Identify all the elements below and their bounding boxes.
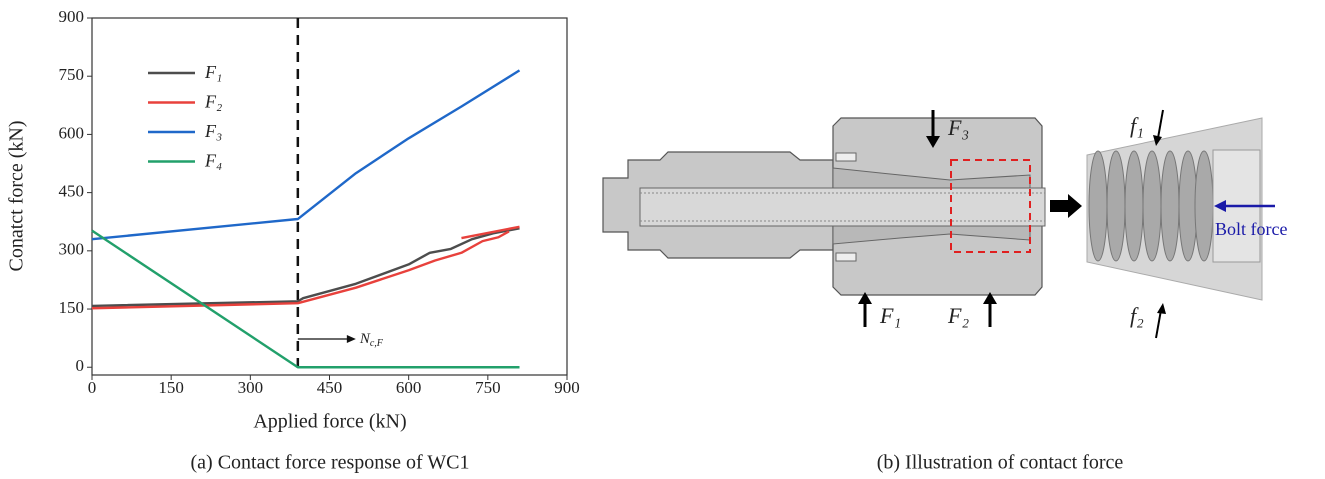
caption: (b) Illustration of contact force [877,452,1124,474]
thread-crest [1106,150,1126,262]
thread-crest [1178,150,1198,262]
x-tick-label: 600 [396,378,422,397]
threshold-label: Nc,F [359,331,384,349]
x-tick-label: 150 [158,378,184,397]
x-tick-label: 0 [88,378,97,397]
series-line [91,69,521,241]
y-tick-label: 450 [59,182,85,201]
series-line [91,227,520,308]
caption: (a) Contact force response of WC1 [191,452,470,474]
arrow-head [926,136,940,148]
y-axis-title: Conatct force (kN) [6,120,28,271]
arrow-head [346,335,356,343]
force-label: F₁ [879,303,901,328]
y-tick-label: 150 [59,298,85,317]
highlight-box [950,159,1031,253]
force-label: f₁ [1130,113,1144,138]
threshold-label-sub: c,F [370,338,384,349]
legend-label: F₃ [204,121,222,141]
legend-label: F₄ [204,151,222,171]
diagram: F₃ F₁ F₂ f₁ f₂ Bolt force [602,109,1287,339]
pin [835,152,857,162]
y-tick-label: 600 [59,123,85,142]
thread-crest [1160,150,1180,262]
arrow-head [858,292,872,304]
force-arrow [1157,109,1164,139]
force-label: F₂ [947,303,969,328]
x-tick-label: 900 [554,378,580,397]
y-tick-label: 750 [59,65,85,84]
arrow-head [983,292,997,304]
pin [835,252,857,262]
y-tick-label: 300 [59,240,85,259]
force-label: F₃ [947,115,969,140]
bolt [639,187,1046,227]
series-line [91,225,520,310]
thread-crest [1194,150,1214,262]
arrow-head [1214,200,1226,212]
bolt-force-label: Bolt force [1215,219,1287,239]
thread-crest [1088,150,1108,262]
arrow-head [1157,303,1166,314]
thread-crest [1124,150,1144,262]
x-tick-label: 450 [317,378,343,397]
legend-label: F₂ [204,92,222,112]
x-axis-title: Applied force (kN) [253,411,406,433]
force-label: f₂ [1130,303,1144,328]
threshold-label-main: N [359,331,371,347]
y-tick-label: 0 [76,356,85,375]
series-line [91,229,520,369]
plot-frame [91,17,568,376]
thread-crest [1142,150,1162,262]
x-tick-label: 300 [238,378,264,397]
y-tick-label: 900 [59,7,85,26]
force-arrow [1155,309,1162,339]
arrow-head [1153,135,1162,146]
arrow [1050,194,1082,218]
legend-label: F₁ [204,62,222,82]
x-tick-label: 750 [475,378,501,397]
